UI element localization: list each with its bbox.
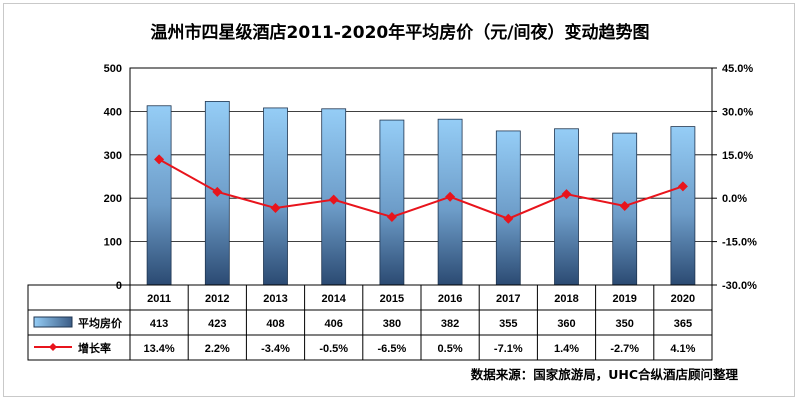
- growth-point-2015: [386, 212, 397, 223]
- growth-point-2011: [154, 154, 165, 165]
- bar-2011: [146, 105, 172, 286]
- growth-value-label: -7.1%: [494, 343, 523, 355]
- chart-frame: [3, 3, 795, 397]
- y-tick-label: 100: [104, 237, 122, 249]
- y-tick-label: 200: [104, 193, 122, 205]
- x-tick-label: 2016: [438, 293, 462, 305]
- x-tick-label: 2019: [612, 293, 636, 305]
- price-value-label: 406: [325, 318, 343, 330]
- bar-2016: [437, 118, 463, 286]
- y-tick-label: 0: [116, 280, 122, 292]
- growth-point-2016: [445, 191, 456, 202]
- price-value-label: 355: [499, 318, 517, 330]
- price-value-label: 350: [616, 318, 634, 330]
- price-value-label: 408: [266, 318, 284, 330]
- x-tick-label: 2015: [380, 293, 404, 305]
- y-tick-label: 500: [104, 63, 122, 75]
- y2-tick-label: 0.0%: [722, 193, 747, 205]
- bar-2013: [263, 107, 288, 286]
- data-source-note: 数据来源：国家旅游局，UHC合纵酒店顾问整理: [470, 367, 738, 382]
- x-tick-label: 2012: [205, 293, 229, 305]
- bar-2015: [379, 119, 405, 286]
- growth-value-label: -3.4%: [261, 343, 290, 355]
- price-value-label: 360: [557, 318, 575, 330]
- chart-title: 温州市四星级酒店2011-2020年平均房价（元/间夜）变动趋势图: [150, 23, 650, 43]
- legend-bar-key: [33, 316, 73, 328]
- price-value-label: 382: [441, 318, 459, 330]
- bar-2018: [554, 128, 579, 286]
- y-tick-label: 400: [104, 106, 122, 118]
- x-tick-label: 2014: [321, 293, 346, 305]
- price-value-label: 380: [383, 318, 401, 330]
- bar-2020: [670, 126, 696, 286]
- growth-point-2020: [677, 181, 688, 192]
- price-value-label: 413: [150, 318, 168, 330]
- growth-point-2017: [503, 213, 514, 224]
- growth-value-label: 1.4%: [554, 343, 579, 355]
- x-tick-label: 2017: [496, 293, 520, 305]
- growth-value-label: 13.4%: [143, 343, 174, 355]
- y2-tick-label: -15.0%: [722, 237, 757, 249]
- x-tick-label: 2018: [554, 293, 578, 305]
- x-tick-label: 2013: [263, 293, 287, 305]
- legend-bar-label: 平均房价: [78, 316, 123, 330]
- growth-point-2014: [328, 194, 339, 205]
- data-table: [27, 284, 713, 361]
- growth-value-label: 2.2%: [205, 343, 230, 355]
- x-tick-label: 2020: [671, 293, 695, 305]
- growth-value-label: -2.7%: [610, 343, 639, 355]
- y2-tick-label: 30.0%: [722, 106, 753, 118]
- growth-rate-line: [158, 158, 684, 220]
- growth-point-2019: [619, 201, 630, 212]
- growth-point-2013: [270, 203, 281, 214]
- legend-line-label: 增长率: [78, 341, 111, 355]
- y2-tick-label: 15.0%: [722, 150, 753, 162]
- bar-2014: [321, 108, 347, 286]
- x-tick-label: 2011: [147, 293, 171, 305]
- y-tick-label: 300: [104, 150, 122, 162]
- legend-line-marker: [49, 343, 57, 351]
- y2-tick-label: 45.0%: [722, 63, 753, 75]
- growth-point-2018: [561, 189, 572, 200]
- growth-point-2012: [212, 186, 223, 197]
- price-value-label: 365: [674, 318, 692, 330]
- price-value-label: 423: [208, 318, 226, 330]
- bar-2017: [495, 130, 521, 286]
- growth-value-label: -0.5%: [319, 343, 348, 355]
- growth-value-label: 0.5%: [438, 343, 463, 355]
- growth-value-label: 4.1%: [670, 343, 695, 355]
- y2-tick-label: -30.0%: [722, 280, 757, 292]
- growth-value-label: -6.5%: [378, 343, 407, 355]
